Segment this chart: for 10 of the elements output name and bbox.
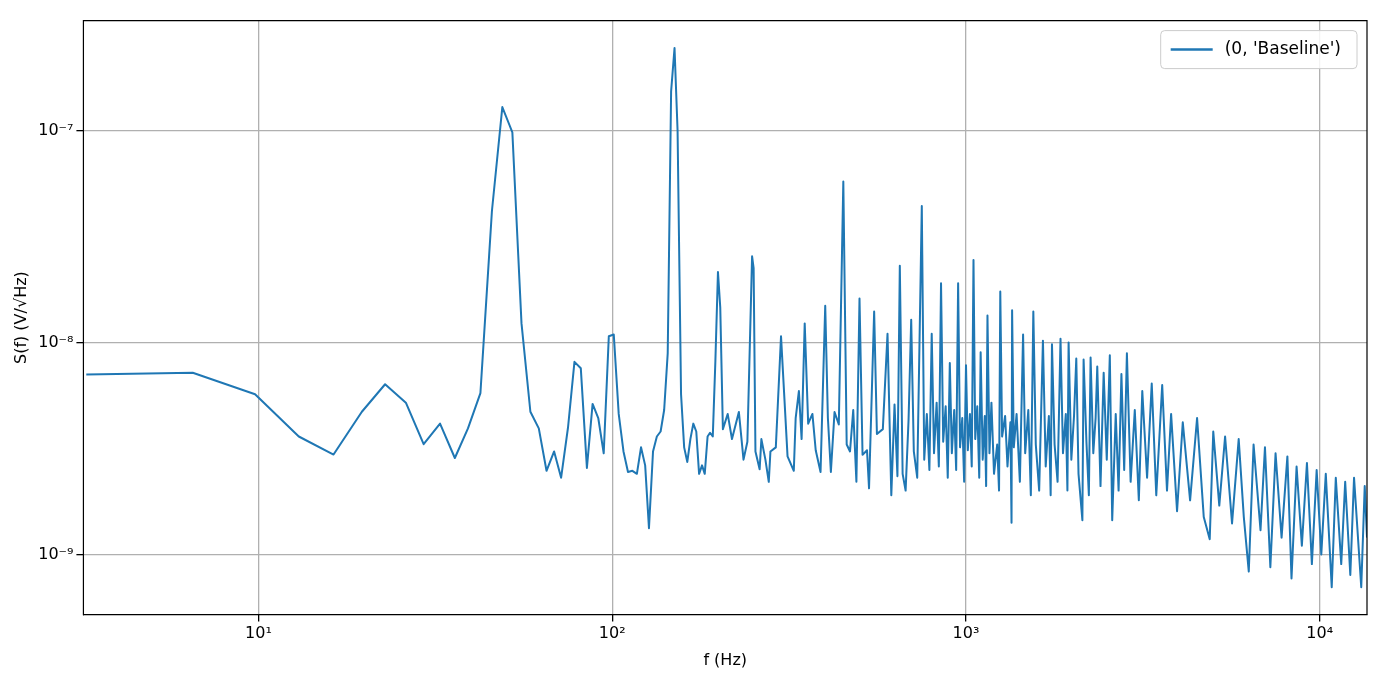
y-tick-label: 10⁻⁸	[38, 331, 74, 351]
y-tick-label: 10⁻⁷	[38, 119, 74, 139]
x-axis-title: f (Hz)	[703, 649, 748, 669]
x-tick-label: 10²	[598, 623, 626, 643]
y-tick-label: 10⁻⁹	[38, 543, 74, 563]
x-tick-label: 10⁴	[1306, 623, 1334, 643]
legend-label: (0, 'Baseline')	[1224, 38, 1341, 59]
y-axis-title: S(f) (V/√Hz)	[10, 271, 30, 365]
x-tick-label: 10¹	[245, 623, 272, 643]
x-tick-label: 10³	[952, 623, 980, 643]
